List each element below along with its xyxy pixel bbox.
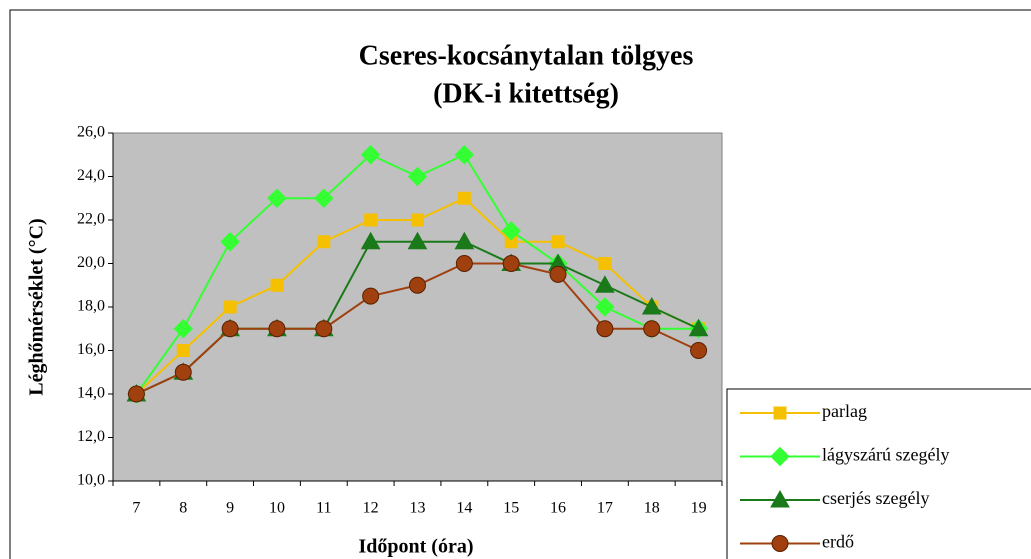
marker [220,232,240,252]
y-tick-label: 16,0 [77,341,105,358]
legend-label: lágyszárú szegély [822,445,949,465]
y-axis-title: Léghőmérséklet (°C) [26,218,48,395]
marker [596,320,614,338]
x-tick-label: 9 [226,500,234,517]
marker [127,385,145,403]
legend-label: parlag [822,401,867,421]
x-tick-label: 11 [316,500,331,517]
x-tick-label: 17 [597,500,613,517]
marker [641,296,662,315]
marker [501,221,521,241]
y-tick-label: 26,0 [77,124,105,141]
marker [690,342,708,359]
marker [455,255,473,272]
x-tick-label: 15 [503,500,519,517]
marker [223,300,237,314]
marker [360,231,381,250]
marker [551,235,565,249]
marker [407,166,428,187]
chart-title: Cseres-kocsánytalan tölgyes [359,40,694,71]
chart-title: (DK-i kitettség) [433,78,619,109]
legend-label: cserjés szegély [822,488,929,508]
y-tick-label: 22,0 [77,211,105,228]
marker [454,145,475,165]
y-tick-label: 24,0 [77,167,105,184]
x-axis-title: Időpont (óra) [358,536,473,558]
legend-marker [771,535,789,552]
y-tick-label: 10,0 [77,472,105,489]
marker [457,191,471,205]
legend-marker [770,489,790,508]
x-tick-label: 13 [410,500,426,517]
x-tick-label: 8 [179,500,187,517]
x-tick-label: 19 [691,500,707,517]
y-tick-label: 14,0 [77,385,105,402]
marker [643,320,661,338]
x-tick-label: 18 [644,500,660,517]
y-tick-label: 20,0 [77,254,105,271]
marker [314,188,334,208]
marker [595,297,615,317]
x-tick-label: 14 [456,500,472,517]
legend-label: erdő [822,532,854,552]
x-tick-label: 12 [363,500,379,517]
marker [598,257,612,270]
y-tick-label: 18,0 [77,298,105,315]
legend-marker [770,446,790,467]
marker [176,344,190,357]
marker [173,319,193,339]
y-tick-label: 12,0 [77,428,105,445]
marker [409,276,426,294]
legend-marker [773,406,787,420]
marker [502,255,520,272]
marker [270,278,284,292]
marker [174,363,192,381]
x-tick-label: 10 [269,500,285,517]
marker [360,145,381,165]
marker [407,231,428,250]
plot-area [112,132,723,482]
marker [267,188,287,208]
marker [411,213,424,227]
marker [595,275,615,293]
x-tick-label: 16 [550,500,566,517]
legend-box [726,388,1031,559]
marker [317,235,331,249]
marker [364,213,378,227]
marker [688,318,709,337]
marker [268,320,286,338]
marker [454,231,475,250]
marker [315,320,333,338]
marker [362,287,380,305]
x-tick-label: 7 [132,500,140,517]
marker [549,265,567,283]
marker [221,320,239,338]
